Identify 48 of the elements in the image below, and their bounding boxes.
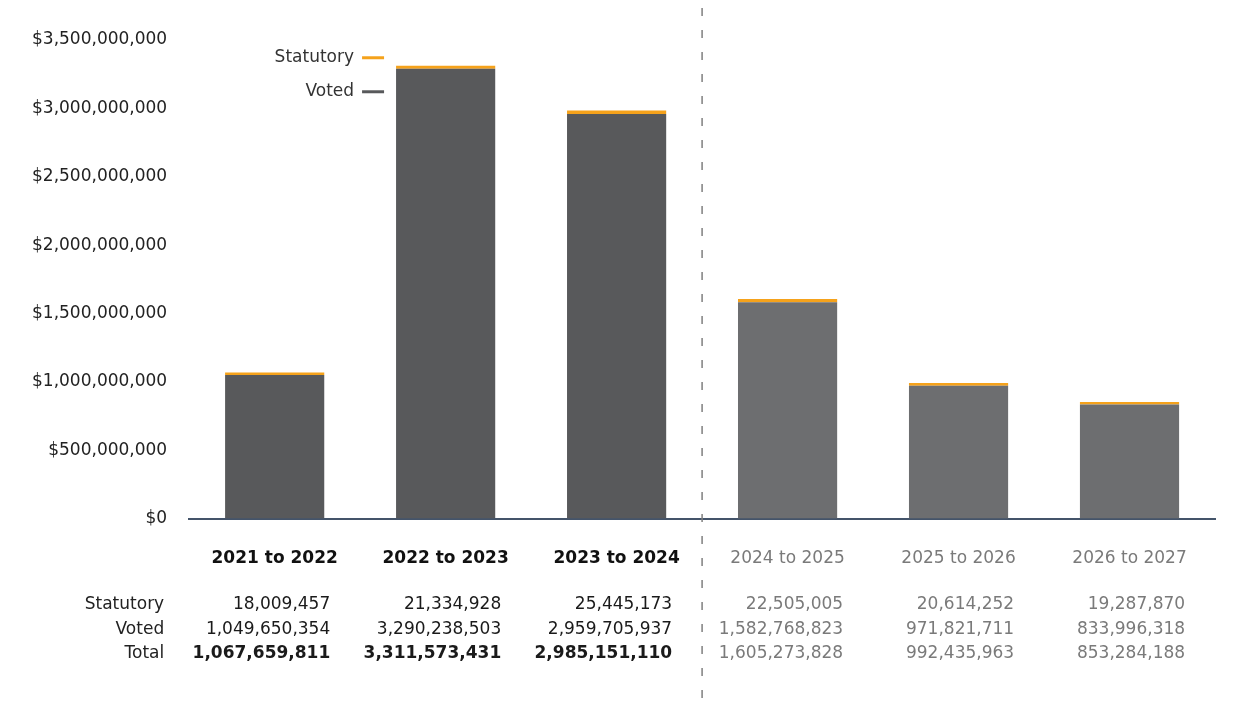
bar: [567, 113, 667, 519]
text: 853,284,188: [1076, 642, 1186, 663]
data-label: 25,445,173: [574, 593, 673, 614]
bar: [908, 385, 1009, 519]
bar: [1079, 404, 1180, 519]
bar: [738, 299, 838, 303]
y-tick-label: $3,500,000,000: [32, 28, 168, 49]
y-tick-label: $3,000,000,000: [32, 96, 168, 117]
text: 992,435,963: [905, 642, 1015, 663]
text: 2,985,151,110: [534, 642, 673, 663]
bar: [738, 302, 838, 519]
y-tick-label: $1,000,000,000: [32, 370, 168, 391]
x-tick-label: 2026 to 2027: [1072, 547, 1187, 568]
data-label: 3,290,238,503: [376, 617, 502, 638]
legend-label: Statutory: [274, 46, 355, 67]
x-tick-label: 2023 to 2024: [553, 547, 680, 568]
y-tick-label: $500,000,000: [48, 438, 168, 459]
text: 1,605,273,828: [718, 642, 844, 663]
text: Statutory: [84, 593, 165, 614]
x-tick-label: 2021 to 2022: [211, 547, 338, 568]
bar: [225, 375, 325, 519]
y-tick-label: $1,500,000,000: [32, 301, 168, 322]
legend-label: Voted: [305, 80, 355, 101]
x-tick-label: 2024 to 2025: [730, 547, 845, 568]
bar: [1079, 401, 1180, 405]
data-label: 1,582,768,823: [718, 617, 844, 638]
bar: [396, 68, 496, 519]
text: Total: [123, 642, 165, 663]
bar: [908, 382, 1009, 386]
bar: [567, 110, 667, 114]
data-label: 19,287,870: [1087, 593, 1186, 614]
x-tick-label: 2025 to 2026: [901, 547, 1016, 568]
data-label: 18,009,457: [232, 593, 331, 614]
y-tick-label: $0: [145, 507, 168, 528]
bar: [396, 65, 496, 69]
data-label: 2,959,705,937: [547, 617, 673, 638]
text: 1,067,659,811: [192, 642, 331, 663]
data-label: 20,614,252: [916, 593, 1015, 614]
y-tick-label: $2,500,000,000: [32, 165, 168, 186]
data-label: 22,505,005: [745, 593, 844, 614]
text: 3,311,573,431: [363, 642, 502, 663]
x-tick-label: 2022 to 2023: [382, 547, 509, 568]
data-label: 1,049,650,354: [205, 617, 331, 638]
text: Voted: [115, 617, 165, 638]
data-label: 21,334,928: [403, 593, 502, 614]
data-label: 833,996,318: [1076, 617, 1186, 638]
data-label: 971,821,711: [905, 617, 1015, 638]
y-tick-label: $2,000,000,000: [32, 233, 168, 254]
